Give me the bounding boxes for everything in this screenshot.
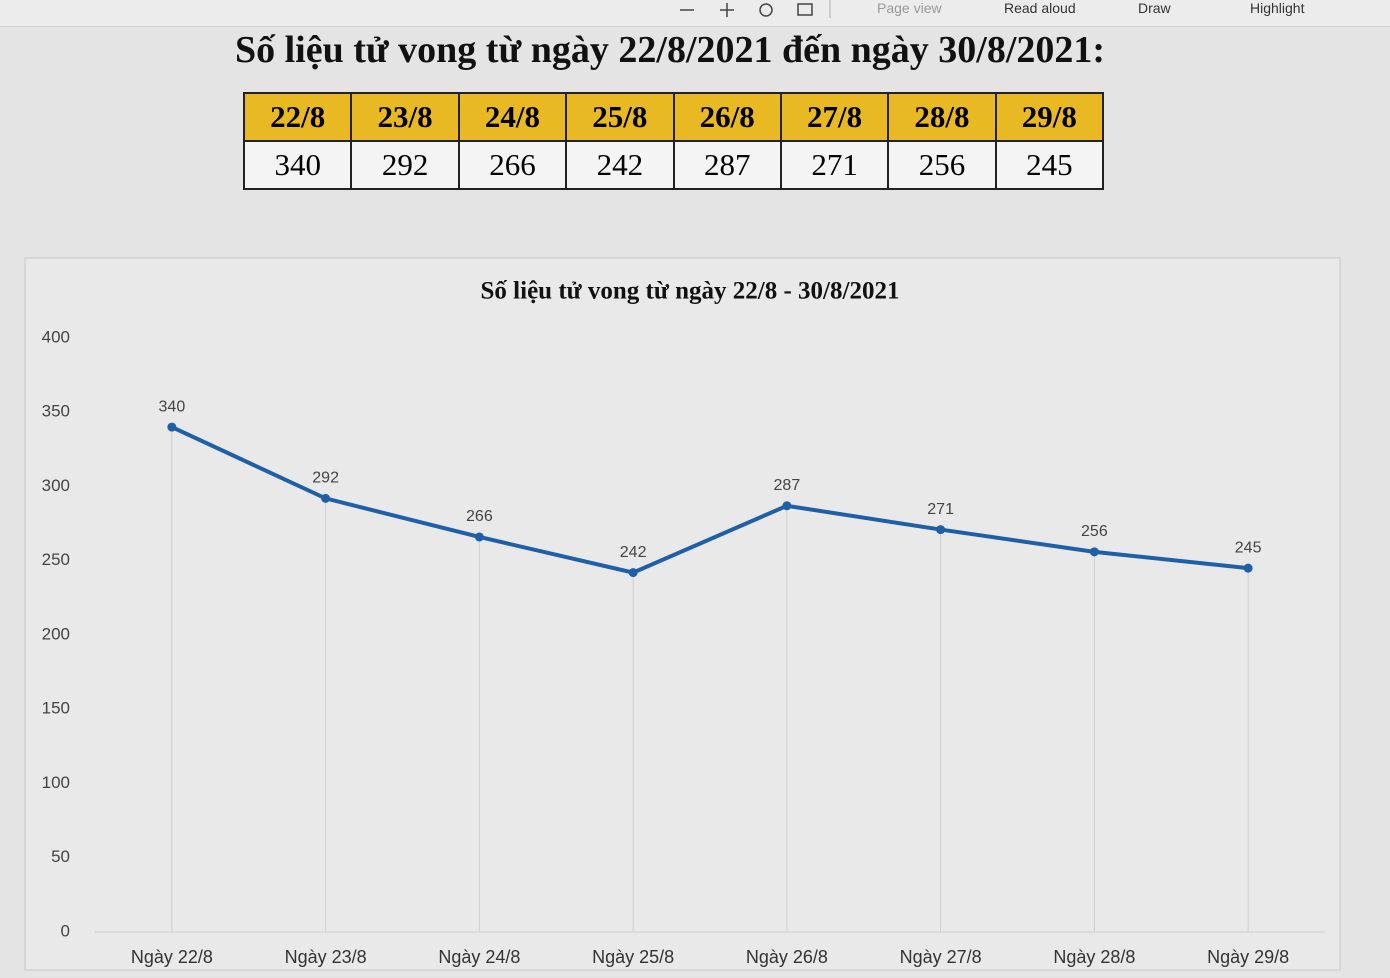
y-tick-label: 150	[42, 699, 70, 718]
x-tick-label: Ngày 29/8	[1207, 947, 1289, 967]
table-header-cell: 27/8	[779, 92, 890, 142]
data-point	[1243, 563, 1253, 573]
x-tick-label: Ngày 22/8	[131, 947, 213, 967]
table-cell: 242	[565, 140, 675, 190]
toolbar-button[interactable]: Draw	[1138, 0, 1171, 16]
data-point	[782, 501, 792, 511]
y-tick-label: 100	[42, 773, 70, 792]
y-tick-label: 0	[61, 921, 70, 940]
document-title: Số liệu tử vong từ ngày 22/8/2021 đến ng…	[234, 29, 1106, 71]
toolbar: Page view Read aloud Draw Highlight	[0, 0, 1390, 27]
toolbar-button[interactable]: Page view	[877, 0, 942, 16]
data-point	[936, 525, 946, 535]
toolbar-button[interactable]: Read aloud	[1004, 0, 1076, 16]
data-label: 292	[312, 470, 339, 487]
table-row: 340 292 266 242 287 271 256 245	[242, 140, 1105, 190]
x-tick-label: Ngày 26/8	[746, 947, 828, 967]
data-label: 242	[620, 544, 647, 561]
data-label: 256	[1081, 523, 1108, 540]
toolbar-button[interactable]: Highlight	[1250, 0, 1305, 16]
data-point	[167, 422, 177, 432]
table-header-cell: 22/8	[242, 92, 353, 142]
chart-area	[24, 257, 1341, 971]
table-header-cell: 28/8	[887, 92, 997, 142]
y-tick-label: 300	[42, 476, 70, 495]
table-header-cell: 23/8	[350, 92, 460, 142]
table-header-cell: 26/8	[672, 92, 782, 142]
y-tick-label: 50	[51, 847, 70, 866]
data-table: 22/8 23/8 24/8 25/8 26/8 27/8 28/8 29/8 340 292 2…	[242, 92, 1105, 190]
x-tick-label: Ngày 24/8	[438, 947, 520, 967]
table-header-cell: 24/8	[457, 92, 568, 142]
table-cell: 271	[779, 140, 890, 190]
table-header-cell: 29/8	[994, 92, 1105, 142]
table-header-cell: 25/8	[565, 92, 675, 142]
table-cell: 287	[672, 140, 782, 190]
x-tick-label: Ngày 27/8	[900, 947, 982, 967]
data-label: 245	[1235, 539, 1262, 556]
y-tick-label: 250	[42, 550, 70, 569]
y-tick-label: 400	[42, 327, 70, 346]
table-cell: 256	[887, 140, 997, 190]
y-tick-label: 350	[42, 402, 70, 421]
table-cell: 266	[457, 140, 568, 190]
toolbar-icons	[680, 0, 831, 18]
x-tick-label: Ngày 23/8	[285, 947, 367, 967]
data-label: 266	[466, 508, 493, 525]
line	[171, 425, 1249, 575]
data-label: 340	[159, 398, 186, 415]
data-label: 287	[774, 477, 801, 494]
x-tick-label: Ngày 25/8	[592, 947, 674, 967]
data-point	[474, 532, 484, 542]
data-point	[1089, 547, 1099, 557]
y-tick-label: 200	[42, 624, 70, 643]
table-cell: 245	[994, 140, 1105, 190]
data-point	[321, 493, 331, 503]
chart-title: Số liệu tử vong từ ngày 22/8 - 30/8/2021	[481, 278, 900, 305]
data-label: 271	[927, 501, 954, 518]
data-point	[628, 568, 638, 578]
table-cell: 340	[242, 140, 353, 190]
table-header: 22/8 23/8 24/8 25/8 26/8 27/8 28/8 29/8	[242, 92, 1105, 142]
x-tick-label: Ngày 28/8	[1053, 947, 1135, 967]
table-cell: 292	[350, 140, 460, 190]
